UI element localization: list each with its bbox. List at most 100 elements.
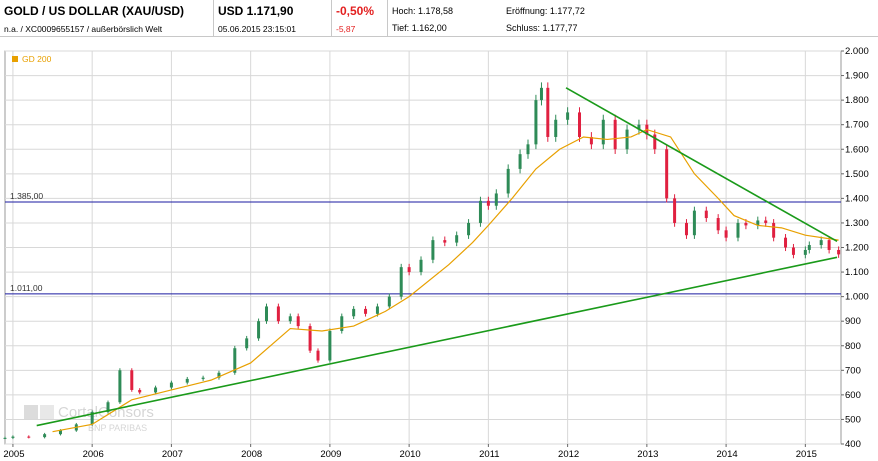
candle-body [364,308,368,314]
candle-body [807,245,811,250]
y-tick-label: 500 [845,414,861,425]
candle-body [526,144,530,155]
candle-body [539,87,543,101]
candle-body [201,377,205,379]
candle-body [589,136,593,145]
legend: GD 200 [12,54,52,64]
candle-body [546,87,550,137]
candle-body [316,350,320,361]
x-tick-label: 2011 [479,449,499,460]
y-tick-label: 800 [845,341,861,352]
candle-body [308,326,312,351]
candle-body [90,412,94,425]
candle-body [578,112,582,137]
legend-swatch-gd200 [12,56,18,62]
close-value: 1.177,77 [542,23,578,33]
candle-body [288,316,292,322]
candle-body [566,112,570,120]
candle-body [601,119,605,145]
high-label: Hoch: [392,6,416,16]
y-tick-label: 1.200 [845,243,869,254]
candle-body [185,378,189,383]
candle-body [169,382,173,388]
candle-body [276,306,280,322]
x-tick-label: 2005 [3,449,24,460]
candle-body [784,237,788,248]
ohlc-row-1: Hoch: 1.178,58 Eröffnung: 1.177,72 [392,6,874,19]
candle-body [264,306,268,322]
last-price: USD 1.171,90 [218,4,294,18]
candle-body [106,402,110,413]
candle-body [245,338,249,349]
candle-body [58,430,62,435]
x-tick-label: 2013 [637,449,658,460]
candle-body [764,220,768,223]
reference-line-label: 1.385,00 [10,191,43,201]
open-label: Eröffnung: [506,6,548,16]
grid-lines [5,50,841,445]
candle-body [375,306,379,314]
watermark-logo-icon-2 [40,405,54,419]
x-tick-label: 2006 [83,449,104,460]
price-chart[interactable]: CortalConsors BNP PARIBAS 1.385,001.011,… [0,41,878,461]
candle-body [130,370,134,390]
candle-body [3,437,7,439]
y-tick-label: 900 [845,316,861,327]
open-value: 1.177,72 [549,6,585,16]
change-absolute: -5,87 [336,24,356,34]
candle-body [819,240,823,246]
ohlc-row-2: Tief: 1.162,00 Schluss: 1.177,77 [392,23,874,36]
legend-label-gd200: GD 200 [22,54,52,64]
y-axis: 2.000 1.900 1.800 1.700 1.600 1.500 1.400 1.300… [841,46,869,450]
y-tick-label: 1.300 [845,218,869,229]
candle-body [467,222,471,236]
candle-body [257,321,261,339]
x-tick-label: 2015 [796,449,817,460]
candle-body [233,348,237,373]
high-value: 1.178,58 [418,6,454,16]
candle-body [554,119,558,137]
candle-body [486,200,490,206]
reference-line-label: 1.011,00 [10,283,43,293]
candle-body [328,331,332,361]
y-tick-label: 1.800 [845,95,869,106]
close-label: Schluss: [506,23,541,33]
y-tick-label: 1.600 [845,144,869,155]
close-stat: Schluss: 1.177,77 [506,23,578,33]
candle-body [534,100,538,145]
candle-body [653,134,657,150]
candle-body [154,387,158,393]
x-tick-label: 2008 [241,449,262,460]
candle-body [407,267,411,273]
candle-body [837,249,841,255]
y-tick-label: 1.000 [845,292,869,303]
instrument-title: GOLD / US DOLLAR (XAU/USD) [4,4,184,18]
candle-body [756,220,760,226]
x-tick-label: 2014 [717,449,738,460]
y-tick-label: 400 [845,439,861,450]
y-tick-label: 700 [845,365,861,376]
candle-body [518,154,522,169]
candle-body [772,222,776,238]
low-value: 1.162,00 [411,23,447,33]
watermark-line2: BNP PARIBAS [88,423,147,433]
candle-body [455,235,459,243]
price-cell: USD 1.171,90 05.06.2015 23:15:01 [214,0,332,36]
candle-body [478,200,482,223]
candle-body [613,119,617,150]
y-tick-label: 1.400 [845,193,869,204]
x-tick-label: 2010 [400,449,421,460]
instrument-cell: GOLD / US DOLLAR (XAU/USD) n.a. / XC0009… [0,0,214,36]
candle-body [387,296,391,307]
x-tick-label: 2007 [162,449,183,460]
candle-body [744,222,748,226]
candle-body [704,210,708,219]
candle-body [138,389,142,393]
candlestick-series [3,82,841,440]
candle-body [791,247,795,255]
candle-body [506,168,510,194]
candle-body [803,249,807,255]
x-axis: 2005 2006 2007 2008 2009 2010 2011 2012 2013 2014… [3,444,817,460]
y-tick-label: 600 [845,390,861,401]
trendline [565,87,838,243]
